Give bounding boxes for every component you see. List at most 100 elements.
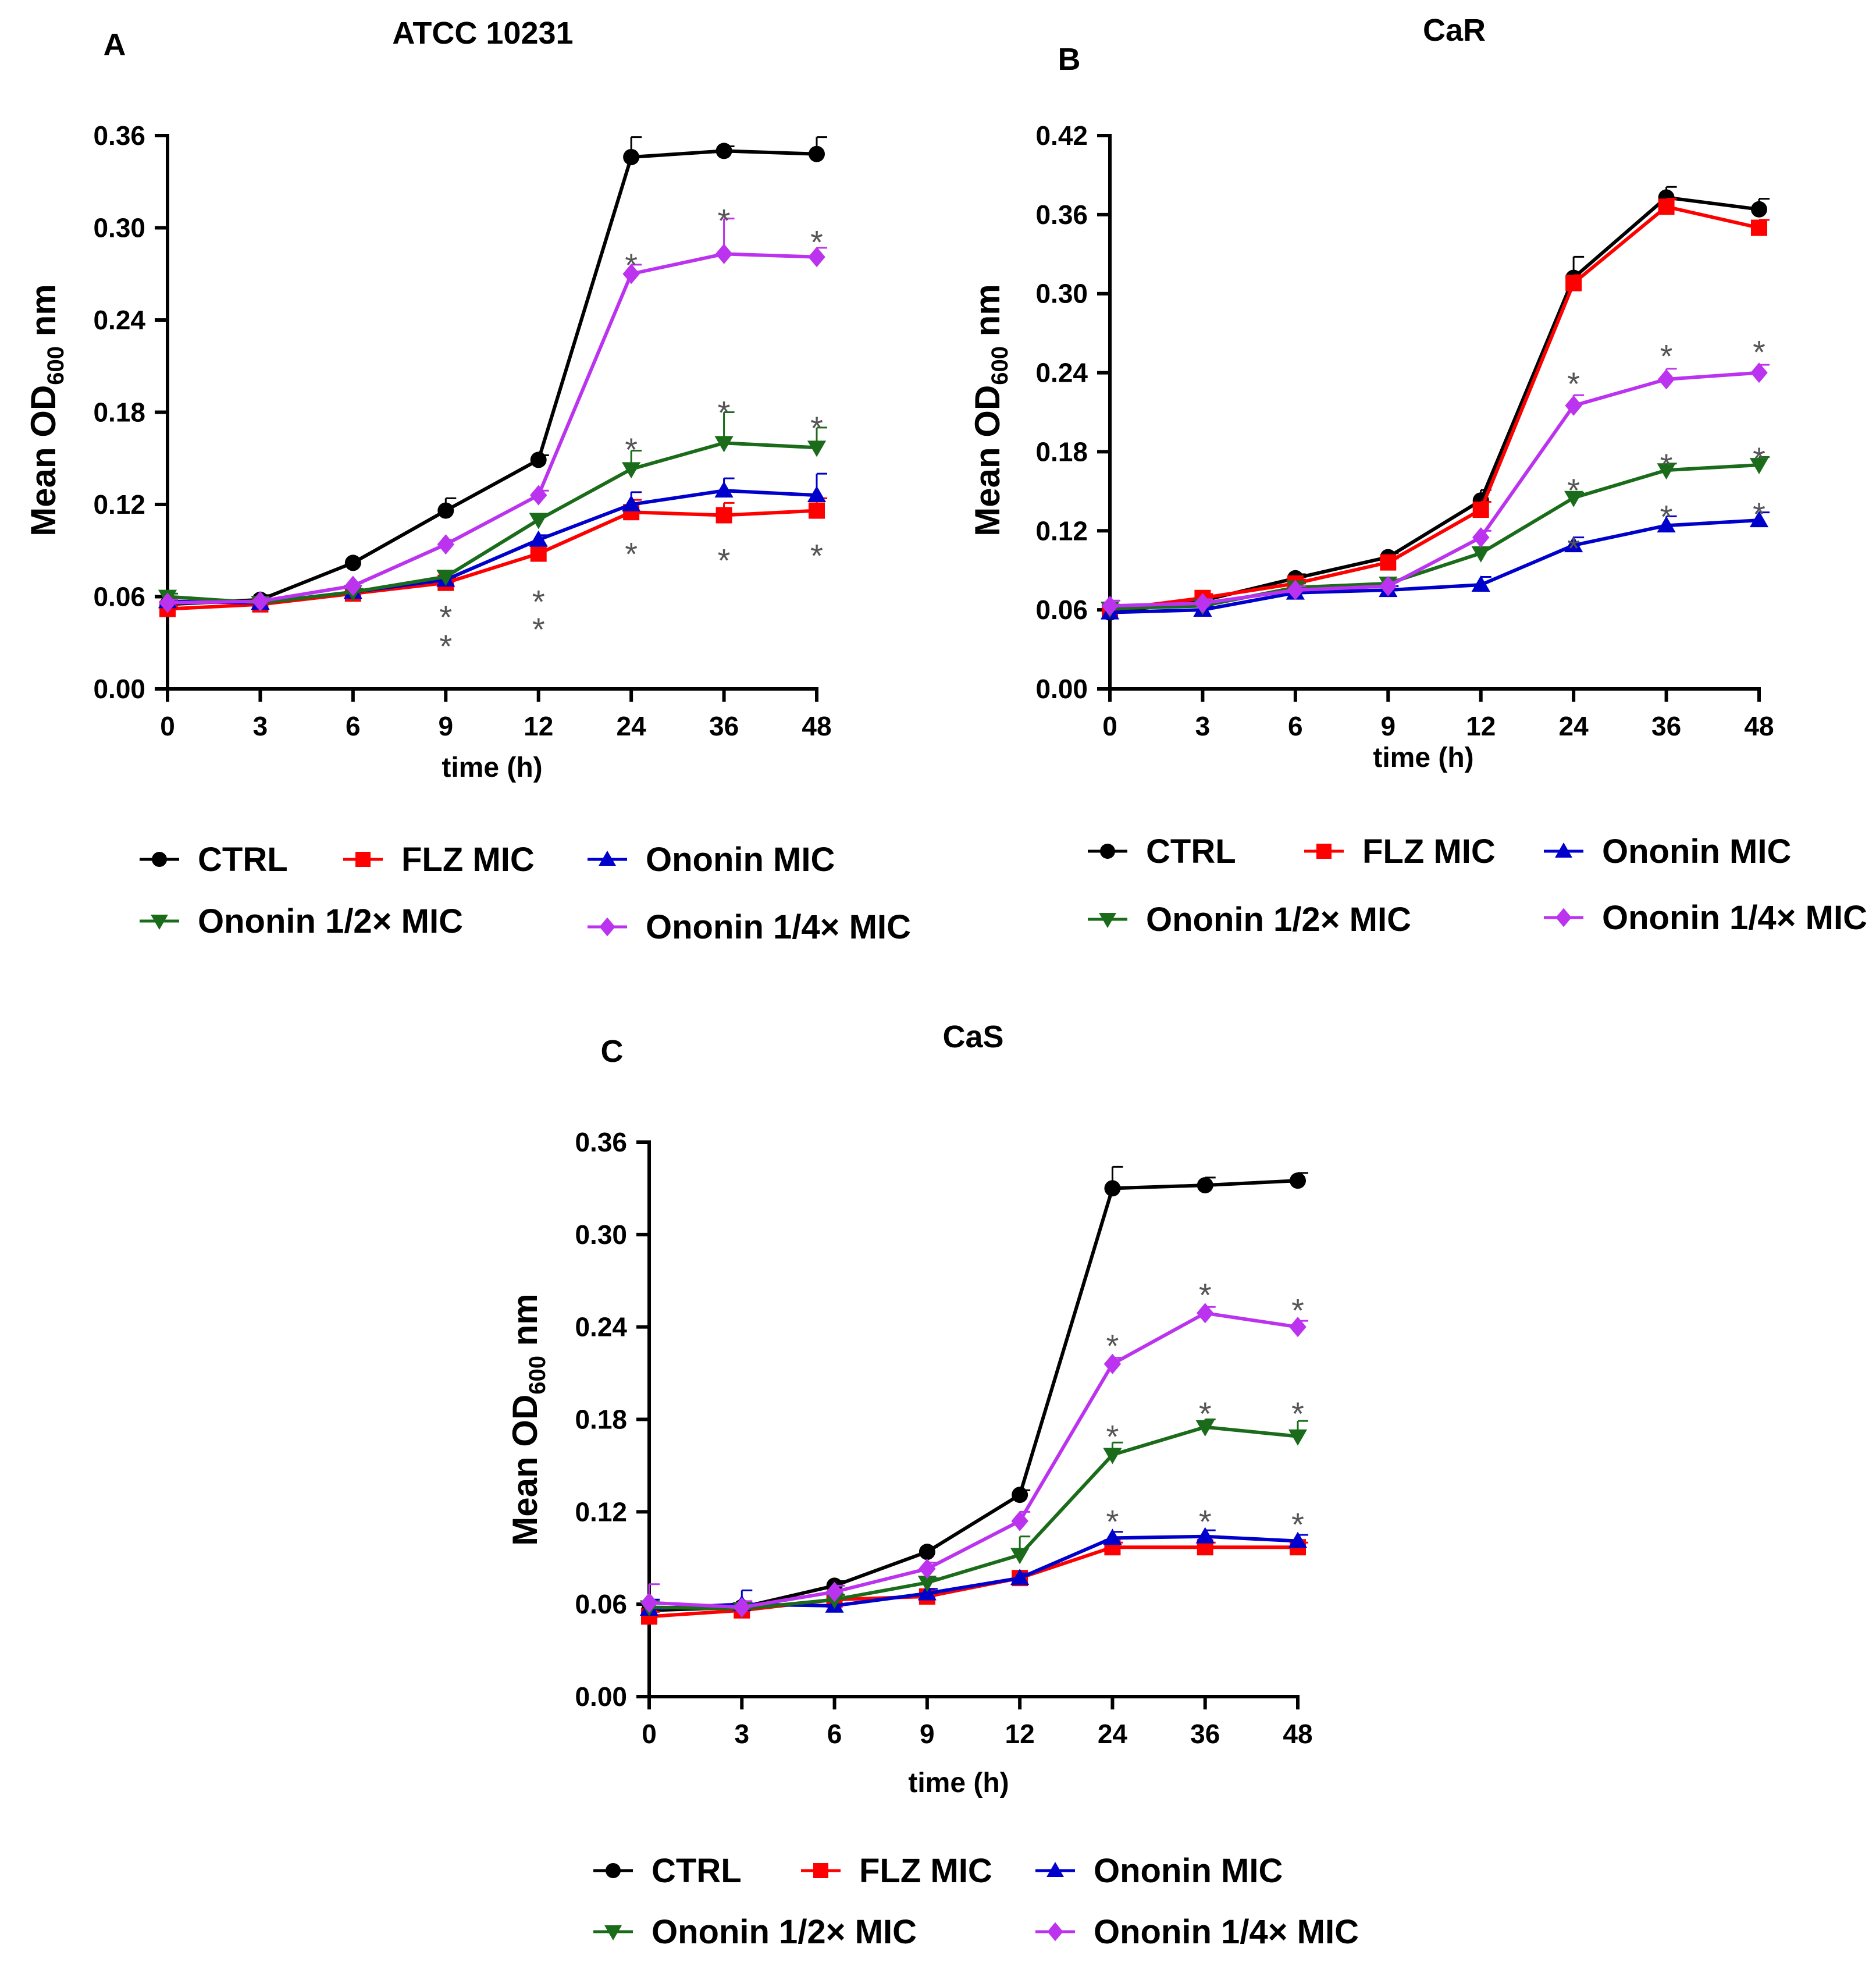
legend-label: Ononin 1/2× MIC xyxy=(1146,901,1411,938)
data-point xyxy=(715,243,733,264)
data-point xyxy=(1751,201,1767,218)
data-point xyxy=(1010,1548,1030,1565)
data-point xyxy=(1564,536,1583,553)
series-line xyxy=(1109,371,1760,608)
x-tick-label: 12 xyxy=(1466,711,1496,741)
significance-star: * xyxy=(1106,1419,1119,1455)
data-point xyxy=(1472,502,1489,518)
significance-star: * xyxy=(1199,1503,1212,1540)
legend-marker xyxy=(1046,1862,1064,1878)
legend-label: CTRL xyxy=(1146,833,1236,870)
panel-letter: C xyxy=(601,1034,624,1069)
legend-marker xyxy=(599,851,616,866)
data-point xyxy=(917,1576,937,1592)
data-point xyxy=(919,1544,935,1560)
data-point xyxy=(1197,1303,1214,1324)
x-tick-label: 3 xyxy=(253,711,268,741)
significance-star: * xyxy=(1753,333,1765,370)
data-point xyxy=(1288,1429,1308,1446)
legend-marker xyxy=(599,917,615,937)
panel-a: ATCC 10231 A 0.00 0.06 0.12 0.18 0.24 0.30 0.36 0… xyxy=(24,16,911,946)
y-tick-label: 0.42 xyxy=(1035,120,1088,151)
significance-star: * xyxy=(1199,1277,1212,1313)
significance-star: * xyxy=(810,410,823,446)
data-point xyxy=(530,452,547,468)
legend-item: Ononin 1/4× MIC xyxy=(1035,1913,1359,1951)
data-point xyxy=(1379,575,1397,596)
panel-letter: B xyxy=(1058,42,1081,77)
data-point xyxy=(1289,1317,1307,1338)
data-point xyxy=(919,1558,936,1579)
series-0 xyxy=(1102,186,1770,621)
significance-star: * xyxy=(1291,1292,1304,1329)
y-tick-label: 0.24 xyxy=(575,1312,627,1342)
data-point xyxy=(1565,275,1582,291)
legend-item: CTRL xyxy=(593,1852,742,1890)
data-point xyxy=(1658,198,1675,215)
y-tick-label: 0.24 xyxy=(93,305,145,335)
data-point xyxy=(1472,527,1490,548)
significance-star: * xyxy=(1106,1328,1119,1364)
legend-label: Ononin 1/4× MIC xyxy=(1602,899,1867,937)
x-tick-label: 0 xyxy=(1102,711,1117,741)
series-line xyxy=(167,252,817,605)
legend-item: Ononin 1/2× MIC xyxy=(140,902,463,940)
x-axis-title: time (h) xyxy=(908,1768,1009,1798)
data-point xyxy=(1751,219,1767,236)
y-tick-label: 0.30 xyxy=(93,213,145,243)
y-tick-label: 0.36 xyxy=(93,120,145,151)
data-point xyxy=(530,485,547,506)
significance-star: * xyxy=(625,536,638,573)
series-line xyxy=(649,1311,1298,1609)
data-point xyxy=(640,1592,658,1613)
legend-label: FLZ MIC xyxy=(859,1852,992,1890)
significance-star: * xyxy=(1660,337,1673,374)
series-line xyxy=(1109,205,1760,612)
legend-marker xyxy=(813,1863,828,1878)
significance-star: * xyxy=(810,537,823,574)
legend-marker xyxy=(151,914,168,930)
panel-letter: A xyxy=(104,27,126,62)
series-4 xyxy=(159,218,827,613)
data-point xyxy=(1657,516,1676,533)
significance-star: * xyxy=(1106,1503,1119,1540)
data-point xyxy=(1657,369,1675,390)
legend-label: Ononin MIC xyxy=(1602,833,1791,870)
y-tick-label: 0.00 xyxy=(93,674,145,704)
x-tick-label: 48 xyxy=(1283,1719,1312,1749)
y-tick-label: 0.12 xyxy=(1035,516,1088,546)
data-point xyxy=(733,1597,750,1617)
x-tick-label: 24 xyxy=(1098,1719,1128,1749)
data-point xyxy=(1104,1180,1121,1197)
legend-item: Ononin MIC xyxy=(1544,833,1791,870)
significance-star: * xyxy=(1753,440,1765,477)
data-point xyxy=(1290,1172,1306,1189)
legend-item: CTRL xyxy=(140,841,288,879)
x-tick-label: 9 xyxy=(920,1719,935,1749)
y-axis-title-subscript: 600 xyxy=(987,346,1013,385)
significance-star: * xyxy=(532,584,545,620)
legend: CTRL FLZ MIC Ononin MIC Ononin 1/2× MIC Onon… xyxy=(140,841,911,946)
data-point xyxy=(807,486,827,503)
legend-item: Ononin MIC xyxy=(588,841,835,879)
x-tick-label: 36 xyxy=(1651,711,1681,741)
y-axis-title-unit: nm xyxy=(506,1293,544,1356)
significance-star: * xyxy=(1753,496,1765,532)
legend-marker xyxy=(1555,908,1572,927)
y-tick-label: 0.36 xyxy=(575,1127,627,1157)
y-tick-label: 0.18 xyxy=(575,1405,627,1435)
series-line xyxy=(167,149,817,606)
data-point xyxy=(1288,1531,1308,1548)
data-point xyxy=(1749,458,1769,475)
x-tick-label: 6 xyxy=(1288,711,1303,741)
data-point xyxy=(1195,1527,1215,1544)
legend-item: CTRL xyxy=(1088,833,1236,870)
significance-star: * xyxy=(718,542,731,578)
legend-label: FLZ MIC xyxy=(401,841,535,879)
legend-item: Ononin MIC xyxy=(1035,1852,1283,1890)
significance-star: * xyxy=(1567,530,1580,567)
series-0 xyxy=(159,136,827,613)
data-point xyxy=(1750,362,1768,383)
series-line xyxy=(1109,518,1760,614)
